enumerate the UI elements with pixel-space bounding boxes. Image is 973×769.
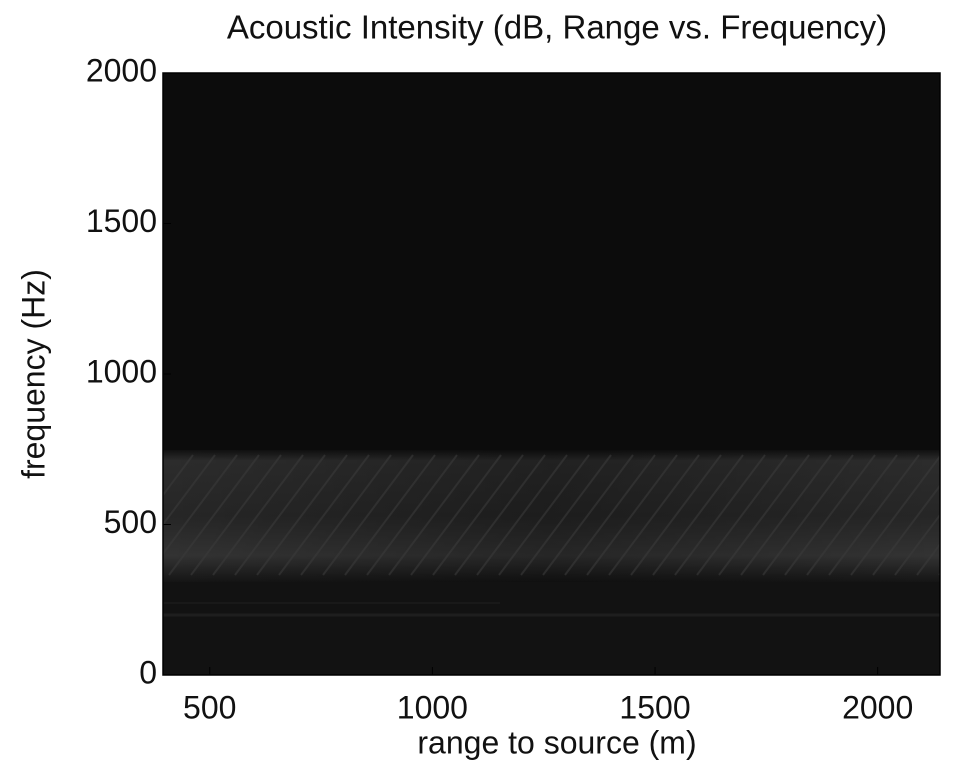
streak bbox=[784, 454, 876, 576]
streak bbox=[388, 454, 480, 576]
streak bbox=[212, 454, 304, 576]
streak bbox=[696, 454, 788, 576]
streak bbox=[542, 454, 634, 576]
streak bbox=[961, 455, 973, 575]
streak bbox=[894, 513, 940, 576]
streak bbox=[476, 454, 568, 576]
streak bbox=[168, 454, 260, 576]
streak bbox=[938, 572, 940, 576]
y-tick-label: 0 bbox=[139, 654, 157, 690]
streak bbox=[806, 454, 898, 576]
streak bbox=[256, 454, 348, 576]
streak bbox=[163, 454, 216, 526]
streak bbox=[454, 454, 546, 576]
x-tick-label: 1000 bbox=[397, 689, 468, 725]
streak bbox=[718, 454, 810, 576]
streak bbox=[828, 454, 920, 576]
streak bbox=[762, 454, 854, 576]
streak bbox=[234, 454, 326, 576]
streak bbox=[278, 454, 370, 576]
streak bbox=[740, 454, 832, 576]
streak bbox=[850, 454, 940, 576]
streak bbox=[410, 454, 502, 576]
streak bbox=[652, 454, 744, 576]
streak bbox=[190, 454, 282, 576]
streak bbox=[300, 454, 392, 576]
streak bbox=[872, 484, 940, 576]
streak bbox=[586, 454, 678, 576]
streak bbox=[366, 454, 458, 576]
y-axis-label: frequency (Hz) bbox=[15, 269, 51, 479]
streak bbox=[163, 454, 238, 556]
y-tick-label: 1000 bbox=[86, 353, 157, 389]
x-tick-label: 500 bbox=[183, 689, 236, 725]
streak bbox=[163, 454, 194, 497]
streak bbox=[322, 454, 414, 576]
streak bbox=[916, 542, 940, 576]
chart-title: Acoustic Intensity (dB, Range vs. Freque… bbox=[227, 9, 887, 46]
streak bbox=[564, 454, 656, 576]
x-axis-label: range to source (m) bbox=[417, 724, 696, 760]
y-tick-label: 2000 bbox=[86, 52, 157, 88]
x-tick-label: 1500 bbox=[619, 689, 690, 725]
y-tick-label: 500 bbox=[104, 504, 157, 540]
y-tick-label: 1500 bbox=[86, 203, 157, 239]
streak bbox=[630, 454, 722, 576]
streak bbox=[498, 454, 590, 576]
streak bbox=[520, 454, 612, 576]
streak bbox=[432, 454, 524, 576]
x-tick-label: 2000 bbox=[842, 689, 913, 725]
streak bbox=[674, 454, 766, 576]
heatmap-image bbox=[163, 73, 973, 675]
streak bbox=[344, 454, 436, 576]
streak bbox=[608, 454, 700, 576]
